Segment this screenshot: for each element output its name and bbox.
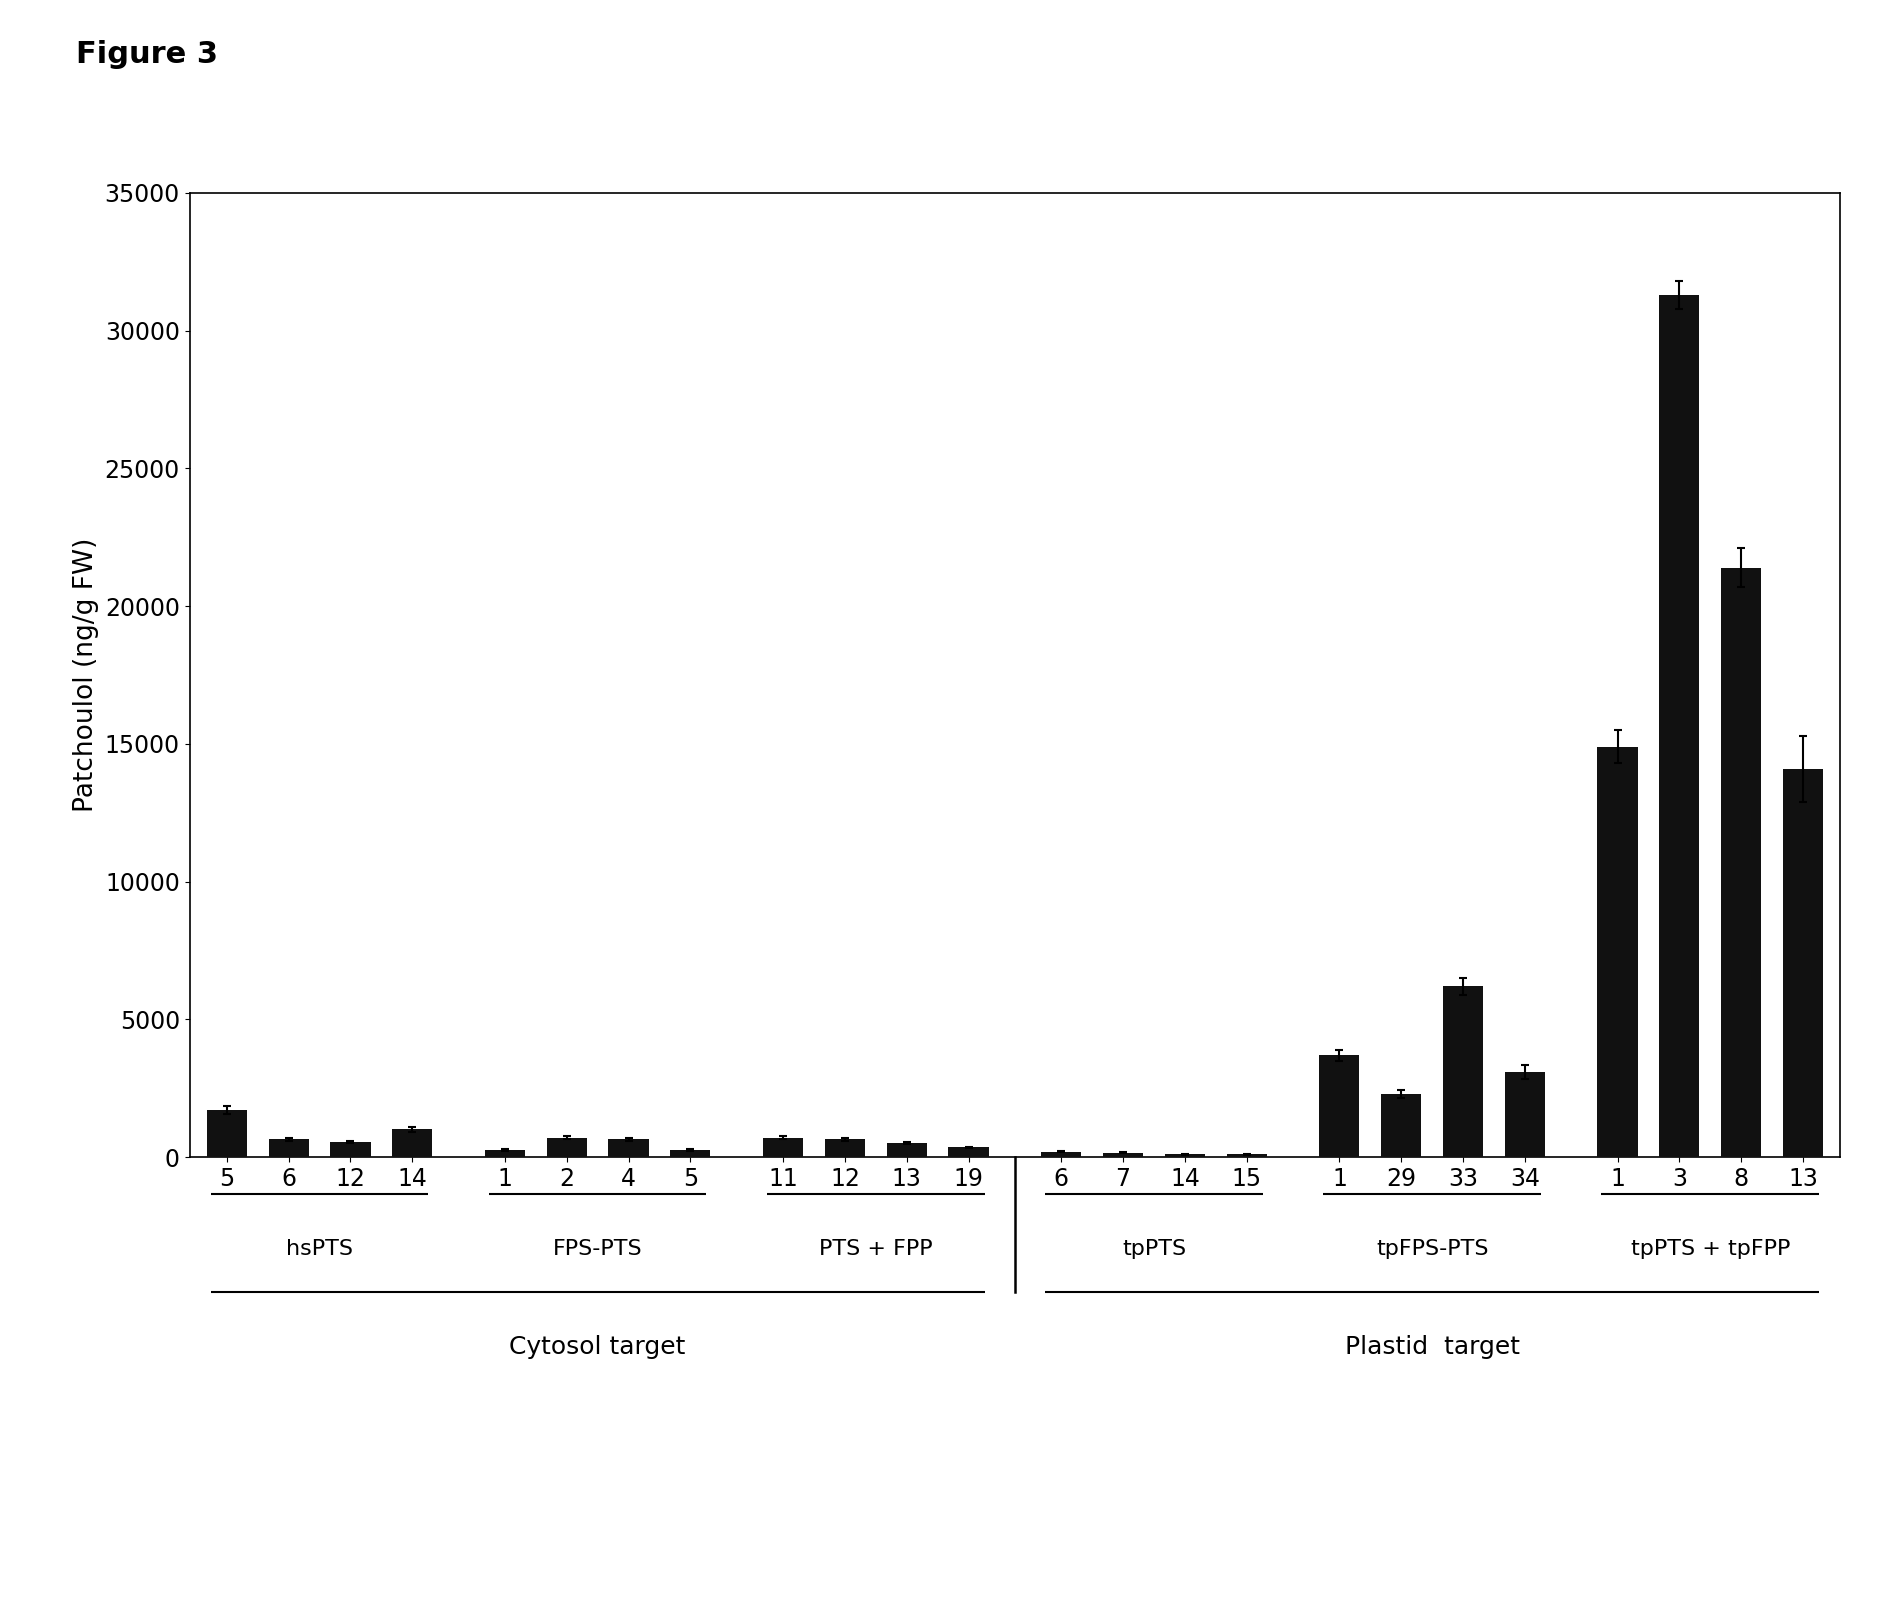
Text: tpPTS: tpPTS — [1121, 1239, 1186, 1258]
Bar — [207, 1110, 247, 1157]
Bar — [670, 1151, 711, 1157]
Bar — [1041, 1152, 1081, 1157]
Bar — [1504, 1072, 1544, 1157]
Bar — [546, 1138, 586, 1157]
Bar — [948, 1147, 988, 1157]
Bar — [763, 1138, 802, 1157]
Bar — [1318, 1056, 1360, 1157]
Text: FPS-PTS: FPS-PTS — [552, 1239, 643, 1258]
Text: tpPTS + tpFPP: tpPTS + tpFPP — [1631, 1239, 1791, 1258]
Bar — [825, 1139, 865, 1157]
Bar — [1660, 294, 1700, 1157]
Text: hsPTS: hsPTS — [286, 1239, 353, 1258]
Bar — [393, 1130, 433, 1157]
Bar — [886, 1143, 928, 1157]
Bar — [269, 1139, 309, 1157]
Bar — [1783, 768, 1823, 1157]
Bar — [1444, 987, 1483, 1157]
Text: Figure 3: Figure 3 — [76, 40, 218, 69]
Bar — [1597, 747, 1637, 1157]
Text: Plastid  target: Plastid target — [1345, 1335, 1519, 1360]
Text: Cytosol target: Cytosol target — [510, 1335, 687, 1360]
Bar — [1227, 1154, 1267, 1157]
Bar — [609, 1139, 649, 1157]
Bar — [1165, 1154, 1205, 1157]
Bar — [1721, 567, 1760, 1157]
Bar — [486, 1151, 525, 1157]
Bar — [1381, 1094, 1421, 1157]
Text: PTS + FPP: PTS + FPP — [820, 1239, 933, 1258]
Bar — [330, 1143, 370, 1157]
Text: tpFPS-PTS: tpFPS-PTS — [1375, 1239, 1489, 1258]
Bar — [1102, 1152, 1144, 1157]
Y-axis label: Patchoulol (ng/g FW): Patchoulol (ng/g FW) — [74, 538, 99, 812]
